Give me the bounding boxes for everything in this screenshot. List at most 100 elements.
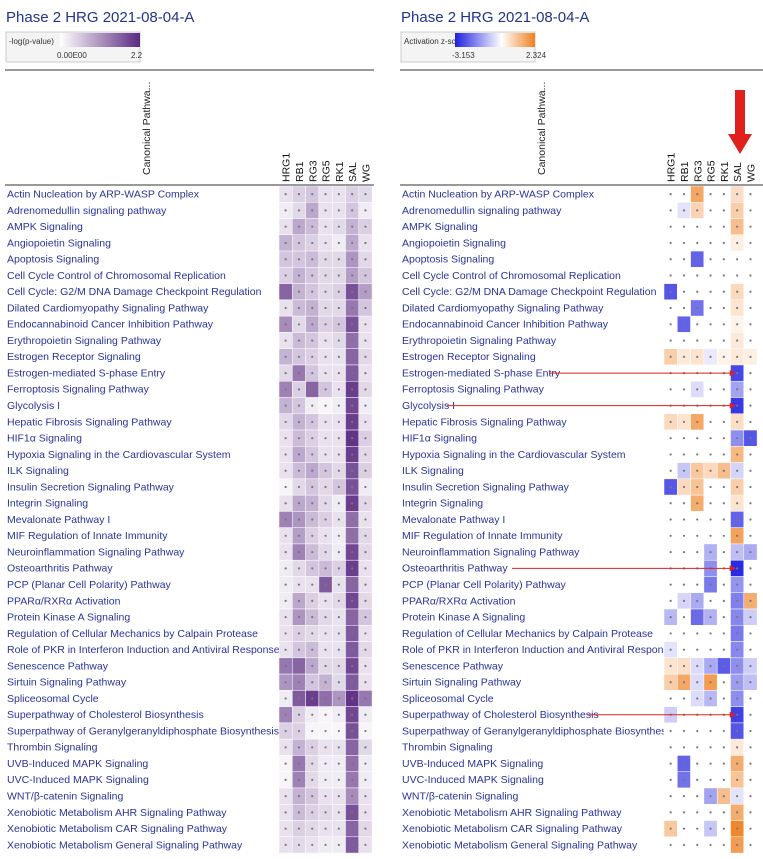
cell-marker-dot [297,290,301,293]
cell-marker-dot [682,534,686,537]
cell-marker-dot [736,697,739,700]
cell-marker-dot [364,274,367,277]
cell-marker-dot [297,729,301,733]
cell-marker-dot [682,697,686,700]
cell-marker-dot [736,827,739,830]
sal-highlight-arrowhead [728,134,752,154]
cell-marker-dot [311,274,314,277]
cell-marker-dot [351,681,354,684]
cell-marker-dot [696,355,699,358]
cell-marker-dot [736,567,739,570]
cell-marker-dot [682,420,686,424]
cell-marker-dot [364,258,367,261]
cell-marker-dot [696,843,699,847]
pathway-label: PCP (Planar Cell Polarity) Pathway [402,579,567,591]
cell-marker-dot [337,323,340,326]
cell-marker-dot [284,388,287,391]
cell-marker-dot [722,795,725,798]
cell-marker-dot [749,648,752,651]
pathway-label: WNT/β-catenin Signaling [402,790,518,802]
cell-marker-dot [722,729,725,733]
cell-marker-dot [736,795,739,798]
cell-marker-dot [311,518,314,521]
cell-marker-dot [337,290,340,293]
cell-marker-dot [324,453,327,456]
cell-marker-dot [324,778,327,781]
cell-marker-dot [337,241,340,245]
cell-marker-dot [284,518,287,521]
pathway-label: UVC-Induced MAPK Signaling [402,774,544,786]
cell-marker-dot [749,713,752,716]
cell-marker-dot [696,746,699,749]
cell-marker-dot [722,599,725,602]
cell-marker-dot [749,729,752,733]
cell-marker-dot [696,225,699,228]
cell-marker-dot [669,746,672,749]
cell-marker-dot [696,550,699,554]
cell-marker-dot [749,469,752,472]
cell-marker-dot [669,583,672,586]
cell-marker-dot [696,274,699,277]
cell-marker-dot [351,323,354,326]
cell-marker-dot [311,209,314,212]
pathway-label: UVC-Induced MAPK Signaling [7,774,149,786]
cell-marker-dot [311,258,314,261]
cell-marker-dot [364,664,367,668]
cell-marker-dot [736,778,739,781]
column-label-rk1: RK1 [334,161,346,182]
chart-title: Phase 2 HRG 2021-08-04-A [6,9,194,26]
cell-marker-dot [337,388,340,391]
cell-marker-dot [722,616,725,619]
pathway-label: Superpathway of Cholesterol Biosynthesis [402,709,599,721]
cell-marker-dot [709,502,712,505]
cell-marker-dot [709,534,712,537]
cell-marker-dot [709,778,712,781]
cell-marker-dot [364,420,367,424]
cell-marker-dot [709,599,712,602]
cell-marker-dot [682,485,686,489]
cell-marker-dot [364,453,367,456]
column-label-hrg1: HRG1 [666,153,678,182]
cell-marker-dot [364,795,367,798]
pathway-label: Sirtuin Signaling Pathway [402,677,522,689]
cell-marker-dot [284,746,287,749]
cell-marker-dot [696,241,699,245]
cell-marker-dot [736,518,739,521]
cell-marker-dot [709,355,712,358]
cell-marker-dot [749,485,752,489]
cell-marker-dot [364,729,367,733]
cell-marker-dot [311,843,314,847]
cell-marker-dot [709,209,712,212]
cell-marker-dot [682,453,686,456]
cell-marker-dot [682,339,686,342]
pathway-label: Xenobiotic Metabolism CAR Signaling Path… [402,823,623,835]
cell-marker-dot [324,404,327,407]
cell-marker-dot [297,306,301,310]
cell-marker-dot [709,485,712,489]
cell-marker-dot [669,306,672,310]
cell-marker-dot [337,502,340,505]
legend-label: -log(p-value) [9,37,54,46]
pathway-label: Estrogen Receptor Signaling [402,351,536,363]
cell-marker-dot [311,241,314,245]
pathway-label: Endocannabinoid Cancer Inhibition Pathwa… [402,319,609,331]
cell-marker-dot [669,225,672,228]
cell-marker-dot [311,355,314,358]
cell-marker-dot [351,729,354,733]
annotations [447,90,752,718]
cell-marker-dot [722,843,725,847]
cell-marker-dot [311,469,314,472]
pathway-label: Erythropoietin Signaling Pathway [402,335,557,347]
cell-marker-dot [337,762,340,765]
pathway-label: Insulin Secretion Signaling Pathway [402,481,570,493]
cell-marker-dot [284,681,287,684]
cell-marker-dot [669,502,672,505]
cell-marker-dot [722,469,725,472]
cell-marker-dot [284,241,287,245]
cell-marker-dot [696,193,699,196]
cell-marker-dot [297,746,301,749]
cell-marker-dot [311,632,314,635]
cell-marker-dot [736,355,739,358]
cell-marker-dot [749,746,752,749]
pathway-label: Mevalonate Pathway I [7,514,110,526]
